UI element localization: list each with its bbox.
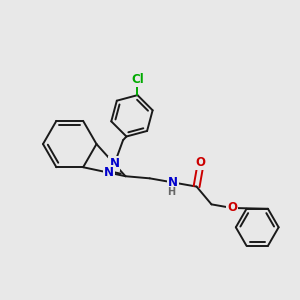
Text: O: O xyxy=(227,202,237,214)
Text: Cl: Cl xyxy=(131,73,144,86)
Text: H: H xyxy=(167,187,175,197)
Text: N: N xyxy=(168,176,178,189)
Text: N: N xyxy=(110,158,119,170)
Text: O: O xyxy=(195,156,205,169)
Text: N: N xyxy=(104,166,114,179)
